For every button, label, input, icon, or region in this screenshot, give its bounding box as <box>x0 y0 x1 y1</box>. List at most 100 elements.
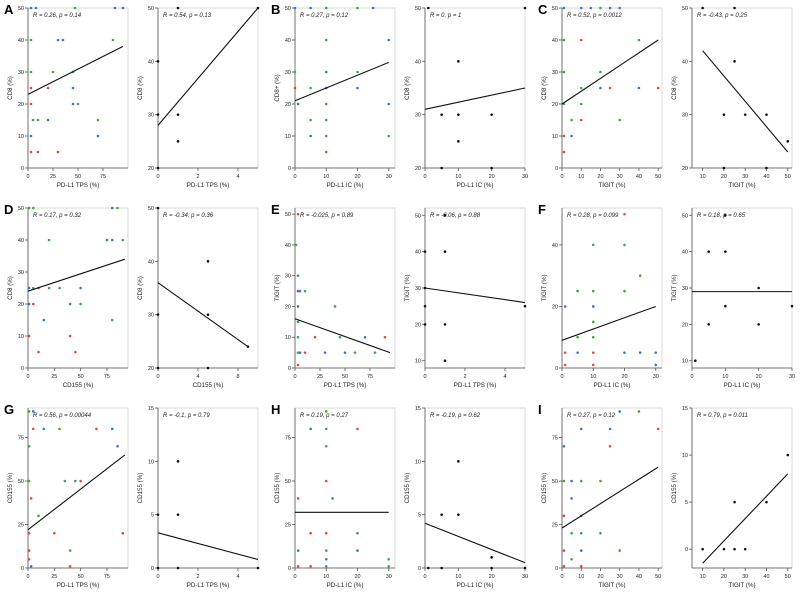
left-data-point <box>31 410 35 413</box>
left-y-tick-label: 30 <box>18 70 24 76</box>
right-data-point <box>206 313 210 316</box>
right-data-point <box>765 113 768 116</box>
left-data-point <box>71 86 75 90</box>
panel-label: G <box>4 402 14 417</box>
right-y-tick-label: 50 <box>148 6 154 12</box>
panel-label: B <box>271 2 280 17</box>
left-y-tick-label: 0 <box>21 366 24 372</box>
left-data-point <box>324 564 328 568</box>
panel-c: C 0 10 20 30 40 50 0 10 20 30 40 50 TIGIT (%) CD8 (%) R… <box>538 2 793 189</box>
left-data-point <box>34 6 38 10</box>
left-y-tick-label: 10 <box>285 335 291 341</box>
panel-label: C <box>538 2 548 17</box>
left-data-point <box>116 206 119 210</box>
left-data-point <box>47 238 51 242</box>
right-x-axis-label: PD-L1 IC (%) <box>724 382 761 389</box>
left-y-tick-label: 0 <box>555 166 558 172</box>
left-x-tick-label: 25 <box>50 174 56 180</box>
left-data-point <box>353 351 357 354</box>
left-data-point <box>356 6 359 10</box>
left-data-point <box>296 564 300 568</box>
right-plot-frame <box>157 7 259 169</box>
right-y-tick-label: 0 <box>685 547 688 553</box>
right-stat-annotation: R = -0.19, p = 0.62 <box>430 413 481 419</box>
left-data-point <box>608 427 612 431</box>
left-data-point <box>296 363 300 367</box>
left-data-point <box>296 274 300 277</box>
left-data-point <box>29 564 33 568</box>
left-data-point <box>296 289 300 293</box>
left-y-tick-label: 10 <box>285 134 291 140</box>
right-plot-frame <box>424 407 526 569</box>
left-x-tick-label: 40 <box>636 574 642 580</box>
left-y-tick-label: 40 <box>285 243 291 249</box>
right-regression-line <box>424 287 526 304</box>
left-data-point <box>294 243 298 247</box>
left-data-point <box>599 6 602 10</box>
right-stat-annotation: R = 0.79, p = 0.011 <box>697 413 748 419</box>
left-data-point <box>37 514 40 518</box>
left-data-point <box>576 289 579 293</box>
left-data-point <box>31 206 35 210</box>
right-y-tick-label: 50 <box>415 213 421 219</box>
left-data-point <box>618 549 621 552</box>
left-data-point <box>371 6 375 10</box>
left-data-point <box>296 102 300 106</box>
right-data-point <box>176 513 180 516</box>
right-y-tick-label: 50 <box>415 6 421 12</box>
right-y-tick-label: 40 <box>415 59 421 65</box>
left-x-tick-label: 50 <box>78 574 84 580</box>
left-data-point <box>29 70 33 74</box>
left-x-axis-label: PD-L1 IC (%) <box>327 182 364 189</box>
left-data-point <box>46 118 50 122</box>
left-data-point <box>121 6 125 10</box>
left-data-point <box>654 351 658 354</box>
left-data-point <box>324 549 328 552</box>
left-data-point <box>105 238 109 242</box>
left-data-point <box>387 134 391 138</box>
left-data-point <box>29 86 33 90</box>
right-y-tick-label: 20 <box>415 322 421 328</box>
right-x-tick-label: 8 <box>236 374 239 380</box>
left-data-point <box>27 286 31 290</box>
left-data-point <box>31 118 35 122</box>
left-y-tick-label: 50 <box>285 212 291 218</box>
right-data-point <box>156 166 160 170</box>
left-data-point <box>74 350 77 354</box>
left-data-point <box>324 531 328 535</box>
left-data-point <box>110 238 114 242</box>
left-data-point <box>608 444 612 448</box>
right-x-tick-label: 50 <box>785 574 791 580</box>
left-x-tick-label: 20 <box>354 574 360 580</box>
right-x-axis-label: PD-L1 IC (%) <box>457 582 494 589</box>
left-x-tick-label: 0 <box>26 574 29 580</box>
right-y-tick-label: 5 <box>151 513 154 519</box>
right-data-point <box>443 323 447 326</box>
right-y-tick-label: 30 <box>682 113 688 119</box>
left-data-point <box>579 38 583 42</box>
left-plot-frame <box>27 207 129 369</box>
left-data-point <box>313 335 317 339</box>
left-y-tick-label: 10 <box>18 134 24 140</box>
left-y-axis-label: CD155 (%) <box>541 473 548 504</box>
right-stat-annotation: R = 0.18, p = 0.65 <box>697 213 746 219</box>
right-x-tick-label: 10 <box>455 174 461 180</box>
left-x-tick-label: 10 <box>323 174 329 180</box>
left-data-point <box>637 86 641 90</box>
left-y-tick-label: 75 <box>18 436 24 442</box>
right-plot-frame <box>691 7 793 169</box>
panel-label: I <box>538 402 542 417</box>
right-y-tick-label: 15 <box>682 406 688 412</box>
right-regression-line <box>424 522 526 564</box>
left-data-point <box>27 334 31 338</box>
left-data-point <box>570 497 573 500</box>
right-y-tick-label: 30 <box>148 113 154 119</box>
left-x-tick-label: 0 <box>293 574 296 580</box>
left-stat-annotation: R = 0.26, p = 0.14 <box>33 13 82 19</box>
left-data-point <box>296 351 300 354</box>
left-data-point <box>387 564 391 568</box>
left-data-point <box>296 335 300 339</box>
right-data-point <box>423 250 427 253</box>
left-data-point <box>570 531 573 535</box>
right-x-tick-label: 2 <box>463 374 466 380</box>
